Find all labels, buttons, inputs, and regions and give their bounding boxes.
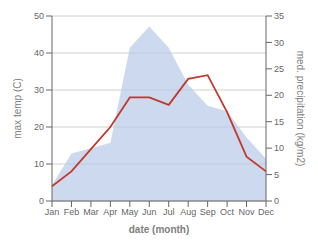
svg-text:30: 30 <box>274 38 284 48</box>
svg-text:Dec: Dec <box>258 207 275 217</box>
svg-text:Feb: Feb <box>64 207 80 217</box>
svg-text:50: 50 <box>34 11 44 21</box>
svg-text:40: 40 <box>34 48 44 58</box>
svg-text:max temp (C): max temp (C) <box>12 78 23 139</box>
svg-text:Oct: Oct <box>220 207 235 217</box>
svg-text:35: 35 <box>274 11 284 21</box>
svg-text:med. precipitation (kg/m2): med. precipitation (kg/m2) <box>295 51 306 167</box>
svg-text:20: 20 <box>34 122 44 132</box>
svg-text:Apr: Apr <box>103 207 117 217</box>
svg-text:10: 10 <box>274 143 284 153</box>
svg-text:30: 30 <box>34 85 44 95</box>
svg-text:15: 15 <box>274 117 284 127</box>
svg-text:Jan: Jan <box>45 207 60 217</box>
svg-text:May: May <box>121 207 139 217</box>
svg-text:Jun: Jun <box>142 207 157 217</box>
svg-text:0: 0 <box>274 196 279 206</box>
svg-text:Aug: Aug <box>180 207 196 217</box>
svg-text:0: 0 <box>39 196 44 206</box>
svg-text:Mar: Mar <box>83 207 99 217</box>
svg-text:25: 25 <box>274 64 284 74</box>
svg-text:date (month): date (month) <box>129 224 190 235</box>
svg-text:20: 20 <box>274 90 284 100</box>
svg-text:Nov: Nov <box>239 207 256 217</box>
svg-text:Jul: Jul <box>163 207 175 217</box>
svg-text:5: 5 <box>274 170 279 180</box>
svg-text:Sep: Sep <box>200 207 216 217</box>
svg-text:10: 10 <box>34 159 44 169</box>
